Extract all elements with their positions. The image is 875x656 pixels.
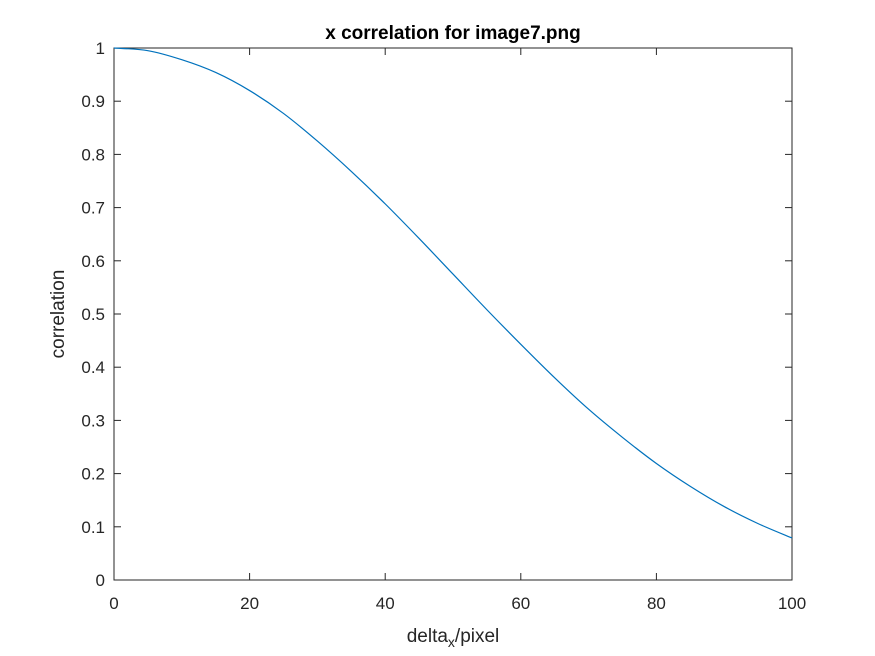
x-tick-label: 0 bbox=[109, 594, 118, 613]
y-tick-label: 0.9 bbox=[81, 92, 105, 111]
x-axis-label-main: delta bbox=[407, 626, 449, 647]
x-tick-label: 60 bbox=[511, 594, 530, 613]
y-tick-label: 0.3 bbox=[81, 411, 105, 430]
y-tick-label: 0.7 bbox=[81, 199, 105, 218]
plot-area bbox=[113, 47, 793, 581]
y-axis-label: correlation bbox=[48, 270, 69, 359]
axes-box bbox=[113, 47, 793, 581]
y-tick-label: 0.2 bbox=[81, 465, 105, 484]
x-tick-label: 80 bbox=[647, 594, 666, 613]
tick-labels: 0 20 40 60 80 100 0 0.1 0.2 0.3 0.4 0.5 0.6 0.7 0.8 0.9… bbox=[81, 39, 806, 613]
axis-ticks bbox=[113, 47, 793, 581]
y-tick-label: 0.6 bbox=[81, 252, 105, 271]
chart-title: x correlation for image7.png bbox=[325, 23, 581, 44]
y-tick-label: 0.5 bbox=[81, 305, 105, 324]
y-tick-label: 0.1 bbox=[81, 518, 105, 537]
series-line bbox=[113, 47, 793, 539]
y-tick-label: 0.8 bbox=[81, 145, 105, 164]
y-tick-label: 0 bbox=[96, 571, 105, 590]
x-tick-label: 20 bbox=[240, 594, 259, 613]
x-axis-label-subscript: x bbox=[448, 634, 455, 650]
x-tick-label: 40 bbox=[376, 594, 395, 613]
x-axis-label: deltax/pixel bbox=[407, 626, 500, 650]
y-tick-label: 1 bbox=[96, 39, 105, 58]
x-tick-label: 100 bbox=[778, 594, 806, 613]
x-axis-label-tail: /pixel bbox=[455, 626, 499, 647]
y-tick-label: 0.4 bbox=[81, 358, 105, 377]
series-layer bbox=[113, 47, 793, 539]
